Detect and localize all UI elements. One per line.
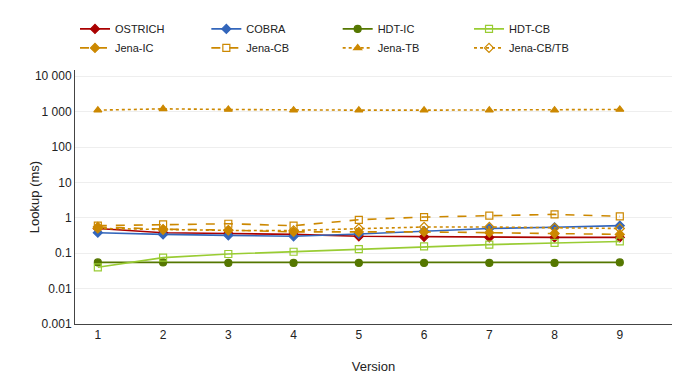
svg-text:5: 5 [355, 328, 362, 342]
svg-text:Lookup (ms): Lookup (ms) [27, 161, 42, 233]
svg-text:HDT-IC: HDT-IC [378, 23, 415, 35]
svg-text:9: 9 [616, 328, 623, 342]
svg-text:3: 3 [225, 328, 232, 342]
svg-text:1: 1 [94, 328, 101, 342]
svg-text:Jena-CB/TB: Jena-CB/TB [509, 42, 569, 54]
svg-text:100: 100 [52, 140, 72, 154]
svg-text:4: 4 [290, 328, 297, 342]
svg-text:1: 1 [65, 211, 72, 225]
svg-text:10 000: 10 000 [35, 69, 72, 83]
svg-text:COBRA: COBRA [246, 23, 286, 35]
svg-text:Version: Version [352, 359, 395, 374]
svg-text:0.01: 0.01 [48, 282, 72, 296]
svg-text:8: 8 [551, 328, 558, 342]
svg-text:2: 2 [160, 328, 167, 342]
svg-text:7: 7 [486, 328, 493, 342]
svg-text:HDT-CB: HDT-CB [509, 23, 550, 35]
svg-text:1 000: 1 000 [42, 105, 72, 119]
svg-text:0.1: 0.1 [55, 246, 72, 260]
svg-text:0.001: 0.001 [42, 317, 72, 331]
svg-text:Jena-IC: Jena-IC [115, 42, 154, 54]
svg-text:Jena-CB: Jena-CB [246, 42, 289, 54]
svg-text:10: 10 [58, 176, 72, 190]
svg-text:6: 6 [421, 328, 428, 342]
svg-text:Jena-TB: Jena-TB [378, 42, 420, 54]
svg-text:OSTRICH: OSTRICH [115, 23, 165, 35]
